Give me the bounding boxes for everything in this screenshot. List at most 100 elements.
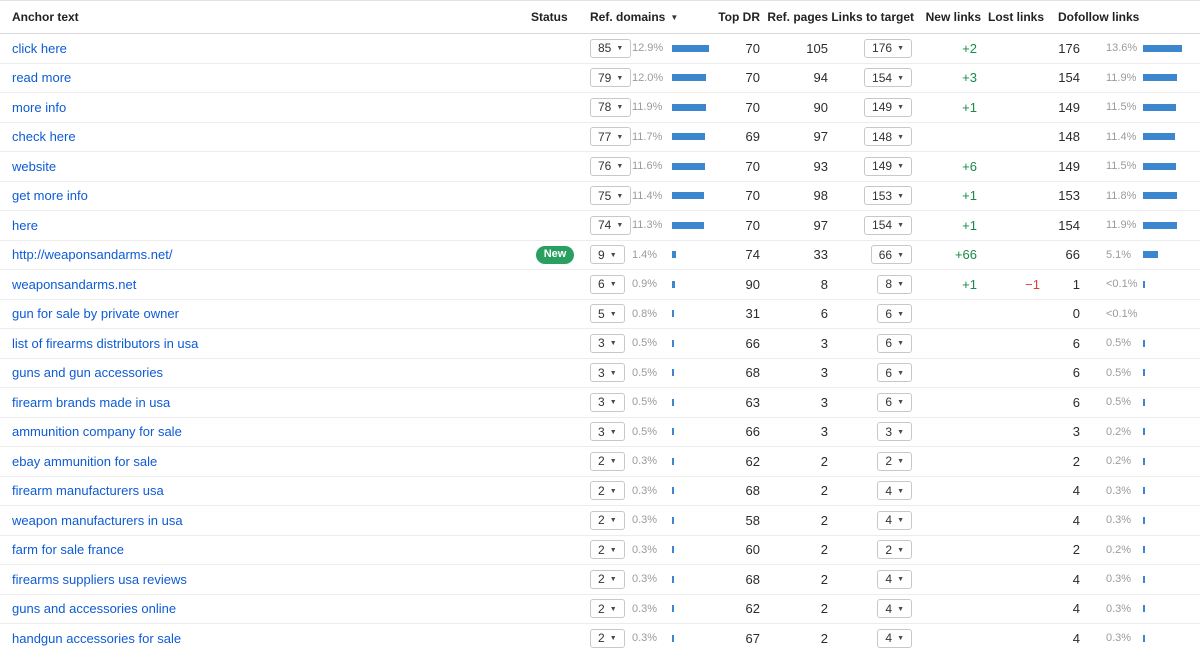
header-lost-links[interactable]: Lost links [981,10,1044,24]
ref-domains-dropdown[interactable]: 2 ▼ [590,451,625,471]
header-ref-pages[interactable]: Ref. pages [762,10,828,24]
links-to-target-dropdown[interactable]: 148 ▼ [864,127,912,147]
ref-domains-dropdown[interactable]: 2 ▼ [590,510,625,530]
links-to-target-dropdown[interactable]: 4 ▼ [877,628,912,648]
links-to-target-dropdown[interactable]: 149 ▼ [864,97,912,117]
ref-domains-dropdown[interactable]: 77 ▼ [590,127,632,147]
header-status[interactable]: Status [520,10,590,24]
header-anchor-text[interactable]: Anchor text [0,10,520,24]
ref-domains-dropdown[interactable]: 3 ▼ [590,363,625,383]
anchor-link[interactable]: weaponsandarms.net [12,276,137,292]
ref-pages-value: 2 [820,601,828,617]
links-to-target-dropdown[interactable]: 4 ▼ [877,599,912,619]
links-to-target-dropdown[interactable]: 149 ▼ [864,156,912,176]
anchor-link[interactable]: ebay ammunition for sale [12,453,158,469]
anchor-link[interactable]: website [12,158,57,174]
anchor-link[interactable]: weapon manufacturers in usa [12,512,183,528]
dofollow-pct-cell: 0.3% [1082,485,1142,497]
anchor-link[interactable]: here [12,217,39,233]
links-to-target-dropdown[interactable]: 4 ▼ [877,569,912,589]
links-to-target-dropdown[interactable]: 6 ▼ [877,333,912,353]
dofollow-bar [1143,487,1145,495]
links-to-target-dropdown[interactable]: 66 ▼ [870,245,912,265]
ref-domains-dropdown[interactable]: 6 ▼ [590,274,625,294]
header-new-links[interactable]: New links [916,10,981,24]
links-to-target-dropdown[interactable]: 154 ▼ [864,215,912,235]
anchor-link[interactable]: ammunition company for sale [12,424,182,440]
anchor-link[interactable]: firearms suppliers usa reviews [12,571,187,587]
anchor-link[interactable]: check here [12,129,76,145]
anchor-link[interactable]: farm for sale france [12,542,124,558]
ref-domains-dropdown[interactable]: 5 ▼ [590,304,625,324]
links-to-target-dropdown[interactable]: 4 ▼ [877,481,912,501]
links-to-target-dropdown[interactable]: 6 ▼ [877,392,912,412]
anchor-link[interactable]: firearm manufacturers usa [12,483,164,499]
ref-domains-dropdown[interactable]: 9 ▼ [590,245,625,265]
header-dofollow-links[interactable]: Dofollow links [1044,10,1200,24]
links-to-target-dropdown[interactable]: 6 ▼ [877,363,912,383]
ref-domains-dropdown[interactable]: 3 ▼ [590,333,625,353]
anchor-cell: weapon manufacturers in usa [0,513,520,528]
ref-domains-dropdown[interactable]: 2 ▼ [590,540,625,560]
header-top-dr[interactable]: Top DR [716,10,762,24]
header-ref-domains[interactable]: Ref. domains ▼ [590,10,716,24]
caret-down-icon: ▼ [616,222,624,230]
ref-domains-dropdown[interactable]: 79 ▼ [590,68,632,88]
new-links-cell: +66 [916,247,981,262]
ref-domains-dropdown[interactable]: 2 ▼ [590,569,625,589]
header-links-to-target[interactable]: Links to target [828,10,916,24]
ref-domains-dropdown[interactable]: 78 ▼ [590,97,632,117]
links-to-target-value: 3 [885,424,893,439]
ref-domains-pct-cell: 11.6% [632,160,672,172]
ref-pages-cell: 94 [762,70,828,85]
anchor-link[interactable]: get more info [12,188,88,204]
anchor-link[interactable]: gun for sale by private owner [12,306,179,322]
dofollow-bar [1143,457,1145,465]
ref-domains-pct-cell: 0.8% [632,308,672,320]
ref-domains-dropdown[interactable]: 2 ▼ [590,481,625,501]
links-to-target-dropdown[interactable]: 2 ▼ [877,451,912,471]
ref-pages-value: 97 [813,217,828,233]
links-to-target-value: 4 [885,483,893,498]
ref-domains-bar [672,457,674,465]
links-to-target-cell: 6 ▼ [828,304,916,324]
links-to-target-dropdown[interactable]: 2 ▼ [877,540,912,560]
links-to-target-dropdown[interactable]: 176 ▼ [864,38,912,58]
dofollow-pct-cell: 0.3% [1082,573,1142,585]
links-to-target-dropdown[interactable]: 153 ▼ [864,186,912,206]
caret-down-icon: ▼ [616,104,624,112]
ref-domains-dropdown[interactable]: 76 ▼ [590,156,632,176]
dofollow-bar [1143,251,1158,259]
dofollow-bar-cell [1142,280,1200,288]
anchor-link[interactable]: guns and gun accessories [12,365,164,381]
links-to-target-dropdown[interactable]: 4 ▼ [877,510,912,530]
anchor-link[interactable]: guns and accessories online [12,601,177,617]
anchor-link[interactable]: read more [12,70,72,86]
ref-domains-dropdown[interactable]: 3 ▼ [590,422,625,442]
ref-domains-dropdown[interactable]: 74 ▼ [590,215,632,235]
links-to-target-dropdown[interactable]: 6 ▼ [877,304,912,324]
ref-domains-dropdown[interactable]: 3 ▼ [590,392,625,412]
ref-domains-dropdown[interactable]: 85 ▼ [590,38,632,58]
anchor-link[interactable]: more info [12,99,67,115]
anchor-link[interactable]: http://weaponsandarms.net/ [12,247,173,263]
caret-down-icon: ▼ [897,133,904,141]
caret-down-icon: ▼ [897,192,904,200]
ref-domains-percent: 11.3% [632,219,663,232]
caret-down-icon: ▼ [897,251,904,259]
anchor-link[interactable]: click here [12,40,67,56]
dofollow-bar [1143,162,1176,170]
caret-down-icon: ▼ [897,222,904,230]
ref-domains-dropdown[interactable]: 2 ▼ [590,628,625,648]
caret-down-icon: ▼ [897,487,904,495]
links-to-target-dropdown[interactable]: 3 ▼ [877,422,912,442]
anchor-cell: website [0,159,520,174]
ref-domains-dropdown[interactable]: 2 ▼ [590,599,625,619]
anchor-link[interactable]: firearm brands made in usa [12,394,171,410]
dofollow-percent: <0.1% [1106,307,1138,320]
anchor-link[interactable]: list of firearms distributors in usa [12,335,199,351]
links-to-target-dropdown[interactable]: 8 ▼ [877,274,912,294]
ref-domains-dropdown[interactable]: 75 ▼ [590,186,632,206]
anchor-link[interactable]: handgun accessories for sale [12,630,182,646]
links-to-target-dropdown[interactable]: 154 ▼ [864,68,912,88]
